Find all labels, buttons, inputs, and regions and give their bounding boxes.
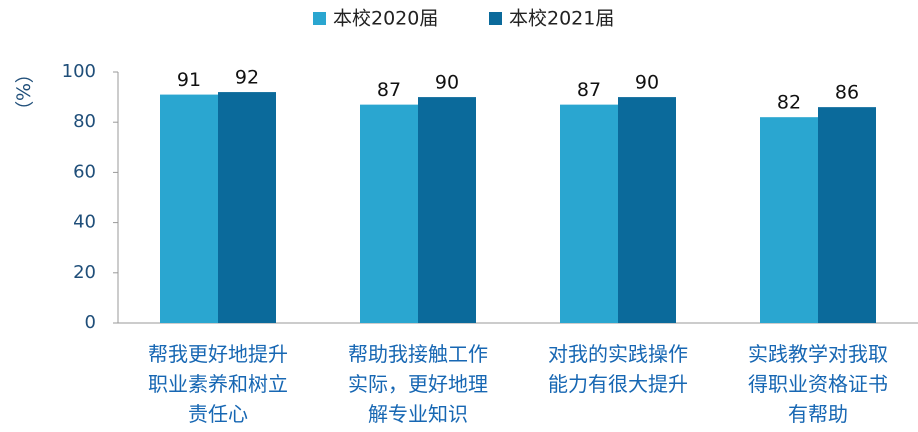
x-tick-label-line: 实践教学对我取	[748, 342, 888, 366]
x-tick-label: 帮助我接触工作实际，更好地理解专业知识	[348, 342, 488, 426]
bar	[218, 92, 276, 323]
x-tick-label: 实践教学对我取得职业资格证书有帮助	[748, 342, 888, 426]
y-tick-label: 20	[73, 262, 96, 283]
x-tick-label-line: 解专业知识	[368, 402, 468, 426]
x-tick-label-line: 得职业资格证书	[748, 372, 888, 396]
legend-swatch	[313, 12, 326, 25]
y-tick-label: 40	[73, 212, 96, 233]
x-tick-label-line: 有帮助	[788, 402, 848, 426]
y-tick-label: 0	[85, 312, 96, 333]
x-tick-label: 帮我更好地提升职业素养和树立责任心	[148, 342, 288, 426]
y-tick-label: 60	[73, 161, 96, 182]
bar	[418, 97, 476, 323]
legend-swatch	[489, 12, 502, 25]
data-label: 87	[377, 79, 401, 101]
data-label: 87	[577, 79, 601, 101]
data-label: 91	[177, 69, 201, 91]
data-label: 90	[435, 72, 459, 94]
x-tick-label-line: 能力有很大提升	[548, 372, 688, 396]
bar	[160, 94, 218, 323]
bar	[618, 97, 676, 323]
bar	[560, 104, 618, 323]
data-label: 92	[235, 67, 259, 89]
x-tick-label: 对我的实践操作能力有很大提升	[548, 342, 688, 396]
x-tick-label-line: 对我的实践操作	[548, 342, 688, 366]
x-tick-label-line: 帮我更好地提升	[148, 342, 288, 366]
bar	[760, 117, 818, 324]
x-tick-label-line: 职业素养和树立	[148, 372, 288, 396]
y-axis-label: （%）	[12, 64, 34, 120]
bar	[360, 104, 418, 323]
data-label: 82	[777, 92, 801, 114]
legend-label: 本校2021届	[509, 8, 614, 30]
y-tick-label: 80	[73, 111, 96, 132]
x-tick-label-line: 责任心	[188, 402, 248, 426]
legend-label: 本校2020届	[333, 8, 438, 30]
x-tick-label-line: 实际，更好地理	[348, 372, 488, 396]
y-tick-label: 100	[62, 61, 96, 82]
data-label: 90	[635, 72, 659, 94]
bar	[818, 107, 876, 323]
data-label: 86	[835, 82, 859, 104]
x-tick-label-line: 帮助我接触工作	[348, 342, 488, 366]
